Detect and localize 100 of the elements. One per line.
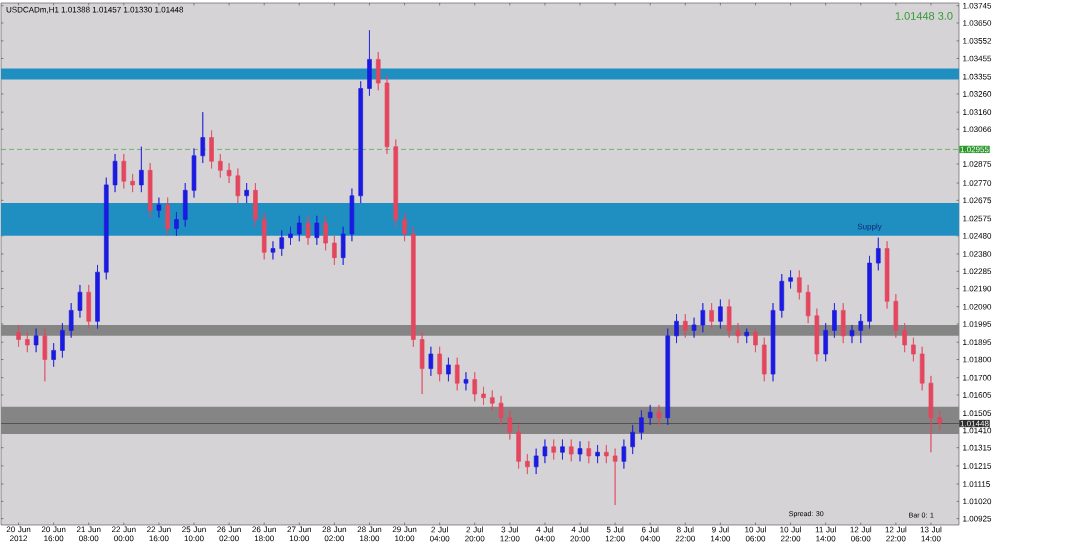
candlestick <box>665 328 671 426</box>
candlestick <box>182 182 188 228</box>
candlestick <box>849 324 855 344</box>
candlestick <box>542 439 548 464</box>
y-tick-label: 1.03455 <box>963 55 992 62</box>
y-tick-label: 1.01605 <box>963 392 992 398</box>
y-tick-label: 1.03745 <box>963 2 992 9</box>
candlestick <box>463 371 469 391</box>
candlestick <box>86 284 92 329</box>
y-tick-label: 1.01215 <box>963 463 992 469</box>
candlestick <box>218 153 223 178</box>
x-tick-label: 25 Jun 10:00 <box>182 526 206 542</box>
candlestick <box>674 313 679 344</box>
candlestick <box>121 153 127 189</box>
candlestick <box>876 237 881 271</box>
x-tick-label: 21 Jun 08:00 <box>76 526 101 542</box>
x-tick-label: 2 Jul 20:00 <box>465 526 485 542</box>
y-tick-label: 1.01315 <box>963 444 992 451</box>
x-tick-label: 12 Jul 06:00 <box>850 526 872 542</box>
y-tick-label: 1.01995 <box>963 321 992 327</box>
candlestick <box>551 439 556 460</box>
candlestick <box>139 146 144 193</box>
candlestick <box>42 328 48 382</box>
candlestick <box>516 424 521 469</box>
candlestick <box>130 173 135 193</box>
x-tick-label: 29 Jun 10:00 <box>392 526 417 542</box>
candlestick <box>490 390 495 411</box>
candlestick <box>507 410 513 440</box>
candlestick <box>332 235 337 266</box>
x-tick-label: 22 Jun 16:00 <box>147 526 171 542</box>
ref-line-label: 1.02955 <box>960 146 989 153</box>
y-tick-label: 1.03260 <box>963 91 992 97</box>
candlestick <box>419 331 425 395</box>
x-tick-label: 10 Jul 22:00 <box>780 526 801 542</box>
candlestick <box>498 395 504 426</box>
x-tick-label: 5 Jul 12:00 <box>605 526 625 542</box>
x-tick-label: 13 Jul 14:00 <box>920 526 942 542</box>
candlestick <box>577 440 583 462</box>
candlestick <box>112 153 118 193</box>
annotation: 1.01448 3.0 <box>895 12 953 20</box>
candlestick <box>560 439 565 460</box>
candlestick <box>612 448 618 506</box>
candlestick <box>349 188 355 242</box>
candlestick <box>60 322 65 359</box>
y-tick-label: 1.01505 <box>963 410 992 416</box>
candlestick <box>761 337 767 382</box>
candlestick <box>621 439 627 469</box>
x-tick-label: 9 Jul 14:00 <box>710 526 731 542</box>
candlestick <box>735 322 741 344</box>
candlestick <box>788 270 793 289</box>
candlestick <box>840 302 846 344</box>
x-tick-label: 6 Jul 04:00 <box>640 526 660 542</box>
y-tick-label: 1.02190 <box>963 285 992 292</box>
y-tick-label: 1.02675 <box>963 197 992 204</box>
y-tick-label: 1.03650 <box>963 20 992 26</box>
candlestick <box>25 331 30 353</box>
candlestick <box>919 346 925 391</box>
candlestick <box>604 444 609 464</box>
candlestick <box>586 440 592 464</box>
candlestick <box>884 240 890 309</box>
candlestick <box>288 226 293 246</box>
candlestick <box>340 226 346 266</box>
y-tick-label: 1.02770 <box>963 180 992 186</box>
chart-title: USDCADm,H1 1.01388 1.01457 1.01330 1.01448 <box>6 6 184 14</box>
candlestick <box>384 75 390 155</box>
candlestick <box>700 302 706 333</box>
x-tick-label: 12 Jul 22:00 <box>885 526 907 542</box>
candlestick <box>472 371 478 402</box>
candlestick <box>709 302 714 329</box>
candlestick <box>805 284 811 324</box>
candlestick <box>305 215 311 246</box>
y-tick-label: 1.02285 <box>963 268 992 275</box>
candlestick <box>481 386 486 406</box>
candlestick <box>691 317 697 339</box>
candlestick <box>314 215 320 246</box>
candlestick <box>411 226 416 348</box>
annotation: Supply <box>857 223 882 231</box>
candlestick <box>323 215 328 251</box>
candlestick <box>744 328 749 344</box>
y-tick-label: 1.02575 <box>963 215 992 222</box>
x-tick-label: 20 Jun 16:00 <box>41 526 66 542</box>
candlestick <box>77 284 83 318</box>
candlestick <box>454 357 460 391</box>
x-tick-label: 28 Jun 02:00 <box>322 526 347 542</box>
candlestick <box>683 313 688 339</box>
y-tick-label: 1.03066 <box>963 126 992 133</box>
candlestick <box>191 148 197 198</box>
y-tick-label: 1.03160 <box>963 109 992 115</box>
candlestick <box>595 444 600 464</box>
y-tick-label: 1.01800 <box>963 356 992 363</box>
candlestick <box>911 337 916 362</box>
candlestick <box>375 51 381 91</box>
y-tick-label: 1.01895 <box>963 339 992 346</box>
candlestick <box>533 448 539 475</box>
candlestick <box>770 302 776 382</box>
candlestick <box>893 293 899 339</box>
candlestick <box>753 328 758 353</box>
candlestick <box>174 211 179 237</box>
candlestick <box>867 255 872 329</box>
candlestick <box>718 299 723 329</box>
